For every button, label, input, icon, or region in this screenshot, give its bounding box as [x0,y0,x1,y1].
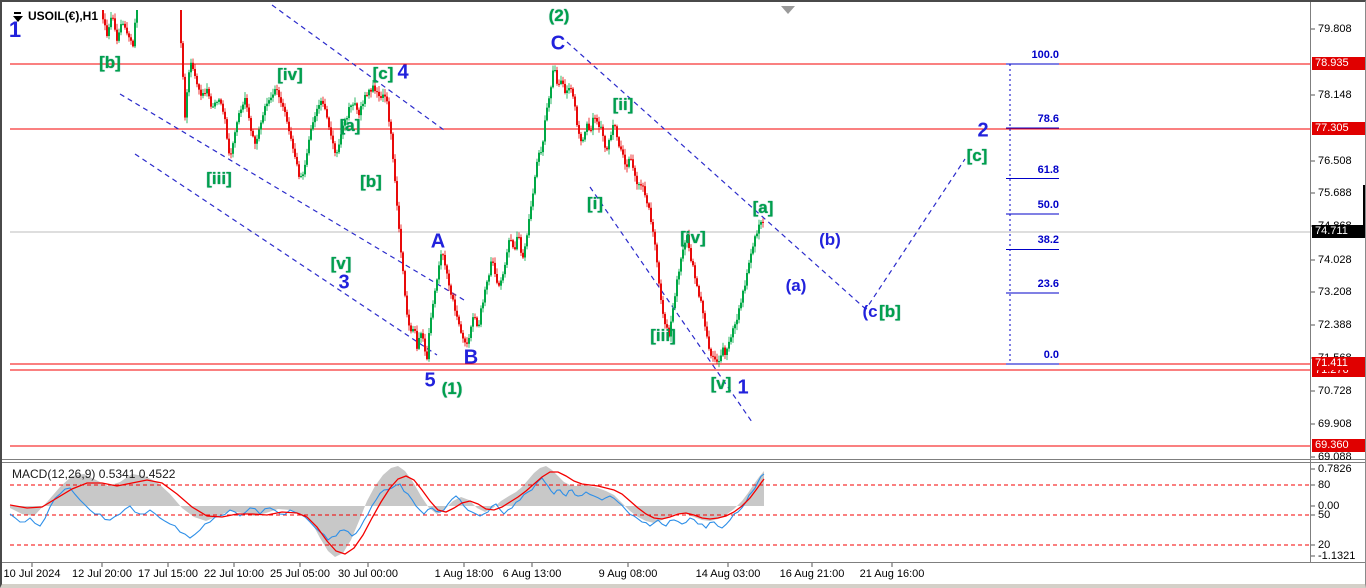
macd-axis-label: 20 [1318,539,1331,551]
wave-label: [b] [99,53,121,72]
wave-label: [a] [339,116,361,135]
fib-level-label-23.6: 23.6 [1037,278,1059,291]
price-badge-71.411: 71.411 [1312,357,1365,370]
wave-label: [v] [710,374,732,393]
price-badge-69.360: 69.360 [1312,439,1365,452]
wave-label: (c [862,302,878,321]
price-axis-label: 78.148 [1318,89,1352,101]
wave-label: [c] [372,64,394,83]
indicator-label: MACD(12,26,9) 0.5341 0.4522 [12,467,176,481]
time-axis-label[interactable]: 1 Aug 18:00 [434,568,494,580]
time-axis-label[interactable]: 6 Aug 13:00 [502,568,562,580]
wave-label: 3 [338,271,350,294]
wave-label: 2 [977,119,989,142]
trendlines[interactable] [119,4,966,423]
wave-label: [c] [966,146,988,165]
time-axis-divider [2,562,1365,563]
right-edge-marker [1363,185,1365,230]
price-axis-divider [1310,2,1311,563]
time-axis-label[interactable]: 25 Jul 05:00 [270,568,330,580]
price-axis-label: 70.728 [1318,385,1352,397]
wave-label: 5 [424,369,436,392]
time-axis-label[interactable]: 10 Jul 2024 [3,568,61,580]
wave-label: (a) [785,276,807,295]
wave-label: [ii] [612,95,634,114]
wave-label: 4 [397,61,409,84]
wave-label: [iii] [206,169,232,188]
time-axis-label[interactable]: 22 Jul 10:00 [204,568,264,580]
time-axis-label[interactable]: 12 Jul 20:00 [72,568,132,580]
wave-label: [b] [879,302,901,321]
price-axis-label: 69.088 [1318,451,1352,463]
wave-label: [v] [330,254,352,273]
fibonacci-retracement[interactable] [1006,63,1059,365]
symbol-dropdown-icon[interactable] [12,12,23,23]
price-axis-label: 74.028 [1318,254,1352,266]
price-axis-label: 79.808 [1318,23,1352,35]
time-axis-label[interactable]: 14 Aug 03:00 [695,568,761,580]
time-axis-label[interactable]: 9 Aug 08:00 [598,568,658,580]
price-axis-label: 69.908 [1318,418,1352,430]
wave-label: (b) [819,230,841,249]
time-axis-label[interactable]: 30 Jul 00:00 [338,568,398,580]
wave-label: (1) [441,379,463,398]
time-axis-label[interactable]: 17 Jul 15:00 [138,568,198,580]
panel-divider[interactable] [2,459,1365,460]
wave-label: 1 [8,17,22,42]
wave-label: B [463,346,479,369]
macd-axis-label: 0.00 [1318,500,1340,512]
price-badge-74.711: 74.711 [1312,225,1365,238]
horizontal-price-lines[interactable] [10,63,1310,447]
price-badge-78.935: 78.935 [1312,57,1365,70]
macd-axis-label: 0.7826 [1318,463,1352,475]
fib-level-label-61.8: 61.8 [1037,163,1059,176]
candles-layer[interactable] [102,10,764,368]
price-axis-label: 72.388 [1318,319,1352,331]
wave-label: [iii] [650,326,676,345]
price-axis-label: 76.508 [1318,155,1352,167]
wave-label: C [550,32,566,55]
macd-panel[interactable] [9,466,1310,557]
wave-label: A [430,230,446,253]
scroll-position-icon[interactable] [781,6,795,14]
macd-axis-label: 80 [1318,479,1331,491]
fib-level-label-38.2: 38.2 [1037,234,1059,247]
price-badge-77.305: 77.305 [1312,122,1365,135]
wave-label: [b] [360,172,382,191]
wave-label: [iv] [277,65,303,84]
wave-label: 1 [737,376,749,399]
time-axis-label[interactable]: 16 Aug 21:00 [779,568,845,580]
wave-label: [a] [752,198,774,217]
panel-divider-2 [2,462,1365,463]
macd-axis-label: 50 [1318,509,1331,521]
price-axis-label: 75.688 [1318,187,1352,199]
axis-ticks [31,28,1315,567]
wave-label: [iv] [680,228,706,247]
price-axis-label: 73.208 [1318,286,1352,298]
wave-label: [i] [586,194,604,213]
fib-level-label-50.0: 50.0 [1037,199,1059,211]
wave-label: (2) [548,6,570,25]
time-axis-label[interactable]: 21 Aug 16:00 [859,568,925,580]
macd-axis-label: -1.1321 [1318,550,1356,562]
fib-level-label-78.6: 78.6 [1037,113,1059,126]
symbol-label: USOIL(€),H1 [28,9,99,23]
fib-level-label-100.0: 100.0 [1031,49,1059,61]
fib-level-label-0.0: 0.0 [1043,349,1059,361]
